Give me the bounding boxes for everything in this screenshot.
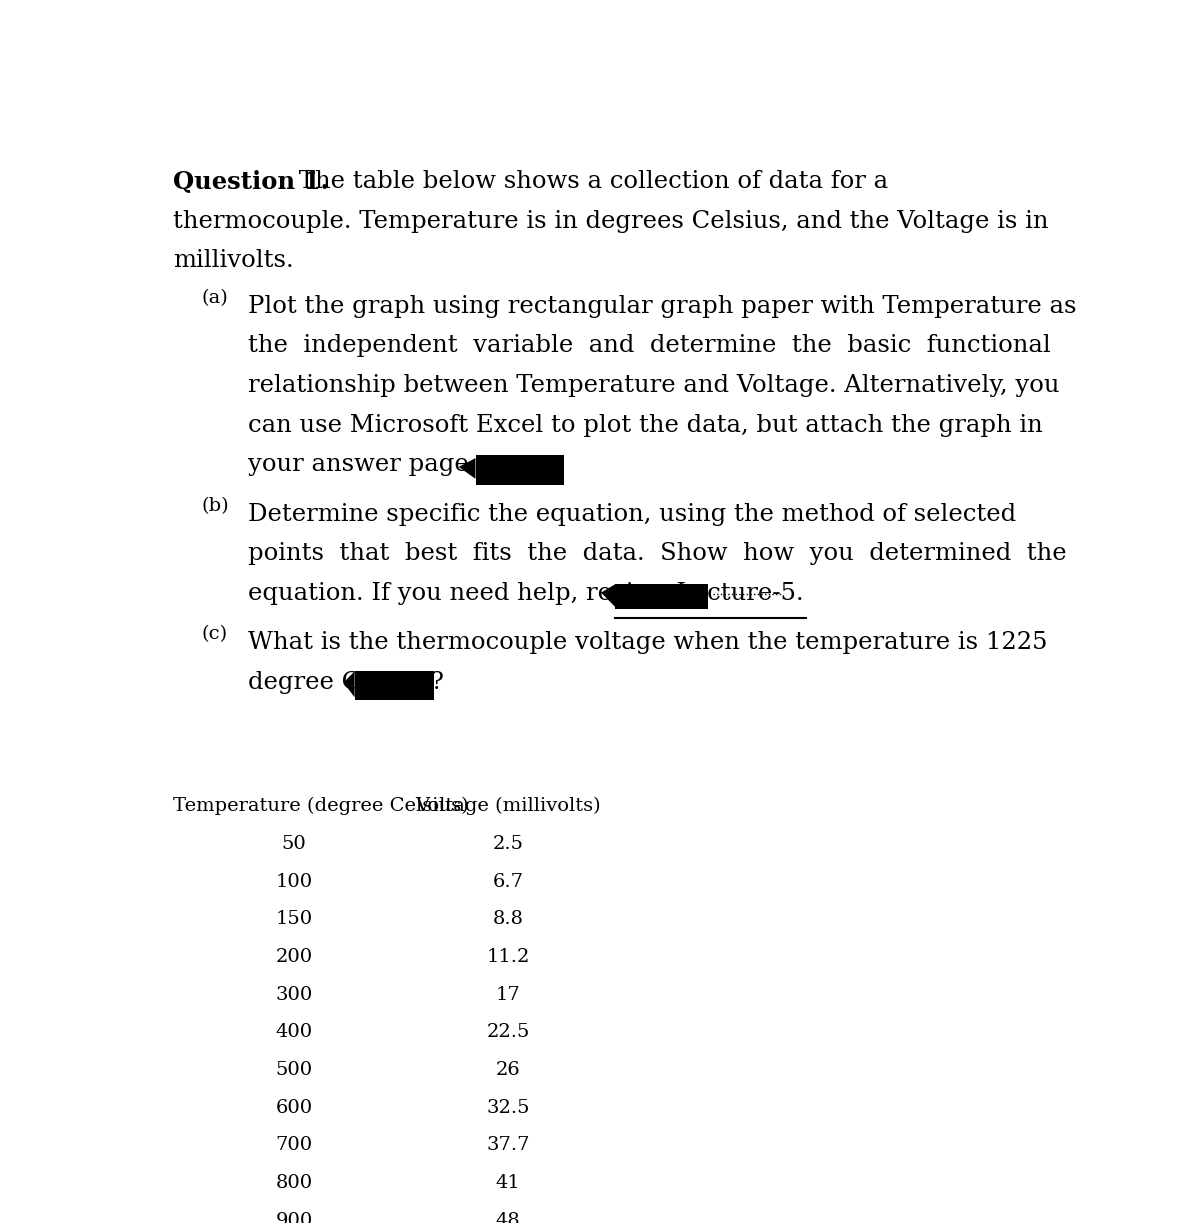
Text: 800: 800 [276,1174,313,1192]
Polygon shape [343,671,355,697]
Text: 37.7: 37.7 [486,1136,530,1155]
Text: Temperature (degree Celsius): Temperature (degree Celsius) [173,797,469,816]
Bar [616,583,708,609]
Text: 17: 17 [496,986,521,1004]
Text: 2.5: 2.5 [492,835,523,852]
Text: Plot the graph using rectangular graph paper with Temperature as: Plot the graph using rectangular graph p… [247,295,1076,318]
Text: 6.7: 6.7 [492,872,523,890]
Text: What is the thermocouple voltage when the temperature is 1225: What is the thermocouple voltage when th… [247,631,1048,654]
Text: points  that  best  fits  the  data.  Show  how  you  determined  the: points that best fits the data. Show how… [247,542,1067,565]
Bar [475,455,564,484]
Text: 700: 700 [276,1136,313,1155]
Text: degree Celsius?: degree Celsius? [247,670,444,693]
Text: 150: 150 [276,910,313,928]
Bar [355,670,433,701]
Text: 26: 26 [496,1060,521,1079]
Text: 600: 600 [276,1098,313,1117]
Text: relationship between Temperature and Voltage. Alternatively, you: relationship between Temperature and Vol… [247,374,1060,397]
Text: 41: 41 [496,1174,521,1192]
Text: The table below shows a collection of data for a: The table below shows a collection of da… [292,170,888,193]
Text: the  independent  variable  and  determine  the  basic  functional: the independent variable and determine t… [247,334,1050,357]
Text: 50: 50 [282,835,306,852]
Text: 400: 400 [276,1024,313,1041]
Text: 100: 100 [276,872,313,890]
Text: (c): (c) [202,625,227,643]
Text: 11.2: 11.2 [486,948,529,966]
Text: equation. If you need help, review Lecture-5.: equation. If you need help, review Lectu… [247,582,803,604]
Text: your answer page.: your answer page. [247,453,476,476]
Text: 300: 300 [276,986,313,1004]
Text: (a): (a) [202,290,228,307]
Text: Determine specific the equation, using the method of selected: Determine specific the equation, using t… [247,503,1015,526]
Text: millivolts.: millivolts. [173,249,294,273]
Text: 900: 900 [276,1212,313,1223]
Text: 48: 48 [496,1212,521,1223]
Text: Question 1.: Question 1. [173,170,329,194]
Text: 500: 500 [276,1060,313,1079]
Text: can use Microsoft Excel to plot the data, but attach the graph in: can use Microsoft Excel to plot the data… [247,413,1043,437]
Polygon shape [601,585,616,607]
Text: 8.8: 8.8 [492,910,523,928]
Text: (b): (b) [202,497,229,515]
Polygon shape [458,459,475,479]
Text: Voltage (millivolts): Voltage (millivolts) [415,797,601,816]
Text: 32.5: 32.5 [486,1098,530,1117]
Text: 22.5: 22.5 [486,1024,529,1041]
Text: thermocouple. Temperature is in degrees Celsius, and the Voltage is in: thermocouple. Temperature is in degrees … [173,210,1049,232]
Text: 200: 200 [276,948,313,966]
